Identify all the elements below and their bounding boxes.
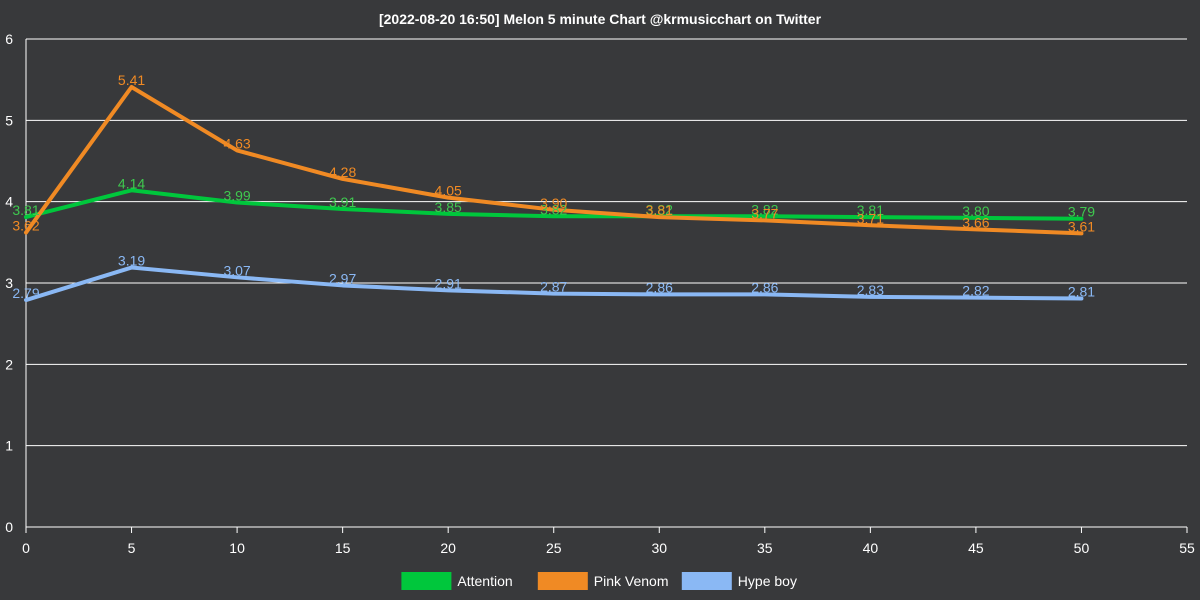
legend-swatch-hype-boy [681, 572, 732, 590]
y-tick-label: 4 [5, 194, 13, 210]
data-label-hype-boy: 2.97 [329, 270, 356, 286]
x-tick-label: 35 [757, 540, 773, 556]
legend-label-hype-boy: Hype boy [738, 573, 797, 589]
data-label-attention: 3.81 [12, 202, 39, 218]
data-label-hype-boy: 2.86 [751, 279, 778, 295]
data-label-pink-venom: 4.28 [329, 164, 356, 180]
data-labels: 3.814.143.99 3.91 3.85 3.82 3.82 3.82 3.81 3.80… [12, 72, 1095, 301]
x-tick-label: 55 [1179, 540, 1195, 556]
data-label-hype-boy: 2.79 [12, 285, 39, 301]
data-label-hype-boy: 2.83 [857, 282, 884, 298]
legend-swatch-attention [401, 572, 452, 590]
legend-label-pink-venom: Pink Venom [594, 573, 669, 589]
data-label-pink-venom: 3.62 [12, 218, 39, 234]
y-tick-label: 2 [5, 356, 13, 372]
data-label-hype-boy: 2.91 [435, 275, 462, 291]
y-tick-label: 0 [5, 519, 13, 535]
data-label-attention: 3.99 [223, 187, 250, 203]
series-lines [24, 84, 1084, 303]
data-label-pink-venom: 3.81 [646, 202, 673, 218]
y-tick-label: 5 [5, 112, 13, 128]
data-label-pink-venom: 4.05 [435, 183, 462, 199]
data-label-attention: 3.82 [646, 201, 673, 217]
legend-swatch-pink-venom [537, 572, 588, 590]
data-label-hype-boy: 2.86 [646, 279, 673, 295]
series-line-pink-venom [24, 84, 1084, 236]
grid-lines [26, 38, 1187, 528]
data-label-pink-venom: 3.66 [962, 214, 989, 230]
data-label-pink-venom: 3.61 [1068, 218, 1095, 234]
chart-title: [2022-08-20 16:50] Melon 5 minute Chart … [379, 11, 822, 27]
data-label-attention: 4.14 [118, 175, 145, 191]
y-tick-label: 3 [5, 275, 13, 291]
data-label-hype-boy: 2.87 [540, 279, 567, 295]
x-tick-label: 15 [335, 540, 351, 556]
x-tick-label: 50 [1074, 540, 1090, 556]
data-label-pink-venom: 5.41 [118, 72, 145, 88]
data-label-attention: 3.91 [329, 194, 356, 210]
data-label-attention: 3.81 [857, 202, 884, 218]
y-tick-label: 1 [5, 438, 13, 454]
x-tick-label: 30 [651, 540, 667, 556]
x-tick-label: 10 [229, 540, 245, 556]
x-tick-label: 40 [863, 540, 879, 556]
x-tick-label: 20 [440, 540, 456, 556]
series-line-attention [24, 188, 1084, 221]
data-label-attention: 3.80 [962, 203, 989, 219]
data-label-attention: 3.82 [751, 201, 778, 217]
data-label-attention: 3.82 [540, 201, 567, 217]
data-label-pink-venom: 3.90 [540, 195, 567, 211]
series-line-hype-boy [24, 265, 1084, 303]
x-tick-label: 25 [546, 540, 562, 556]
data-label-pink-venom: 4.63 [223, 135, 250, 151]
x-tick-label: 0 [22, 540, 30, 556]
legend-label-attention: Attention [457, 573, 512, 589]
x-tick-label: 45 [968, 540, 984, 556]
data-label-hype-boy: 3.19 [118, 253, 145, 269]
data-label-attention: 3.79 [1068, 204, 1095, 220]
data-label-hype-boy: 3.07 [223, 262, 250, 278]
y-tick-label: 6 [5, 31, 13, 47]
legend: Attention Pink Venom Hype boy [401, 572, 797, 590]
data-label-pink-venom: 3.77 [751, 205, 778, 221]
data-label-attention: 3.85 [435, 199, 462, 215]
data-label-hype-boy: 2.82 [962, 283, 989, 299]
data-label-hype-boy: 2.81 [1068, 283, 1095, 299]
data-label-pink-venom: 3.71 [857, 210, 884, 226]
x-tick-label: 5 [128, 540, 136, 556]
